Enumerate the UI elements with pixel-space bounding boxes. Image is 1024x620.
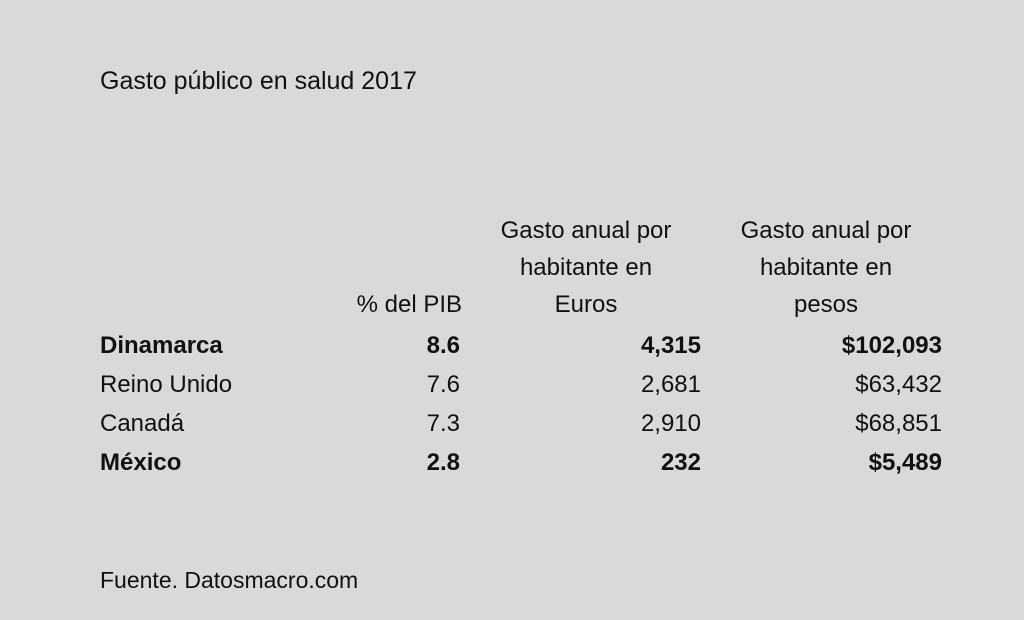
euros-cell: 2,681 <box>640 371 701 398</box>
table-row-canada: Canadá 7.3 2,910 $68,851 <box>0 404 1024 443</box>
pesos-cell: $5,489 <box>868 449 942 476</box>
column-header-pesos: Gasto anual por habitante en pesos <box>740 217 912 318</box>
pesos-cell: $63,432 <box>855 371 942 398</box>
page-title: Gasto público en salud 2017 <box>100 67 417 95</box>
pesos-cell: $68,851 <box>855 410 942 437</box>
table-row-dinamarca: Dinamarca 8.6 4,315 $102,093 <box>0 326 1024 365</box>
column-header-pib: % del PIB <box>356 291 462 318</box>
pesos-cell: $102,093 <box>841 332 942 359</box>
country-cell: Reino Unido <box>100 371 233 398</box>
column-header-euros: Gasto anual por habitante en Euros <box>500 217 672 318</box>
country-cell: México <box>100 449 182 476</box>
source-note: Fuente. Datosmacro.com <box>100 567 359 593</box>
country-cell: Canadá <box>100 410 185 437</box>
pib-cell: 7.3 <box>426 410 460 437</box>
pib-cell: 7.6 <box>426 371 460 398</box>
country-cell: Dinamarca <box>100 332 223 359</box>
pib-cell: 2.8 <box>426 449 460 476</box>
euros-cell: 4,315 <box>640 332 701 359</box>
pib-cell: 8.6 <box>426 332 460 359</box>
euros-cell: 232 <box>660 449 701 476</box>
table-row-mexico: México 2.8 232 $5,489 <box>0 443 1024 482</box>
euros-cell: 2,910 <box>640 410 701 437</box>
table-row-reino-unido: Reino Unido 7.6 2,681 $63,432 <box>0 365 1024 404</box>
